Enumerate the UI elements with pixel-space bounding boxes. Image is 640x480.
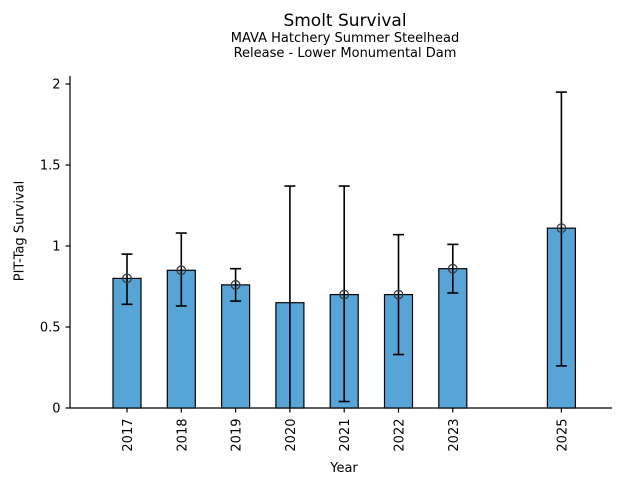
- point-marker-2019: [230, 279, 241, 290]
- y-tick-label: 0.5: [40, 321, 61, 336]
- point-marker-2018: [176, 265, 187, 276]
- point-marker-2022: [393, 289, 404, 300]
- chart-title: Smolt Survival: [283, 11, 407, 31]
- x-axis-label: Year: [330, 461, 358, 476]
- x-tick-label-2025: 2025: [555, 419, 570, 452]
- point-marker-2025: [556, 223, 567, 234]
- bar-2019: [221, 284, 251, 409]
- y-tick-label: 0: [52, 402, 60, 417]
- x-tick-label-2019: 2019: [230, 419, 245, 452]
- x-tick-label-2021: 2021: [338, 419, 353, 452]
- chart-subtitle-line1: MAVA Hatchery Summer Steelhead: [230, 31, 460, 46]
- point-marker-2021: [339, 289, 350, 300]
- y-tick-label: 1: [52, 240, 60, 255]
- x-tick-label-2022: 2022: [393, 419, 408, 452]
- chart-subtitle-line2: Release - Lower Monumental Dam: [233, 46, 457, 61]
- x-tick-label-2017: 2017: [121, 419, 136, 452]
- point-marker-2023: [447, 263, 458, 274]
- x-tick-label-2023: 2023: [447, 419, 462, 452]
- x-tick-label-2018: 2018: [175, 419, 190, 452]
- point-marker-2017: [122, 273, 132, 284]
- y-tick-label: 1.5: [40, 159, 61, 174]
- y-tick-label: 2: [52, 78, 60, 93]
- x-tick-label-2020: 2020: [284, 419, 299, 452]
